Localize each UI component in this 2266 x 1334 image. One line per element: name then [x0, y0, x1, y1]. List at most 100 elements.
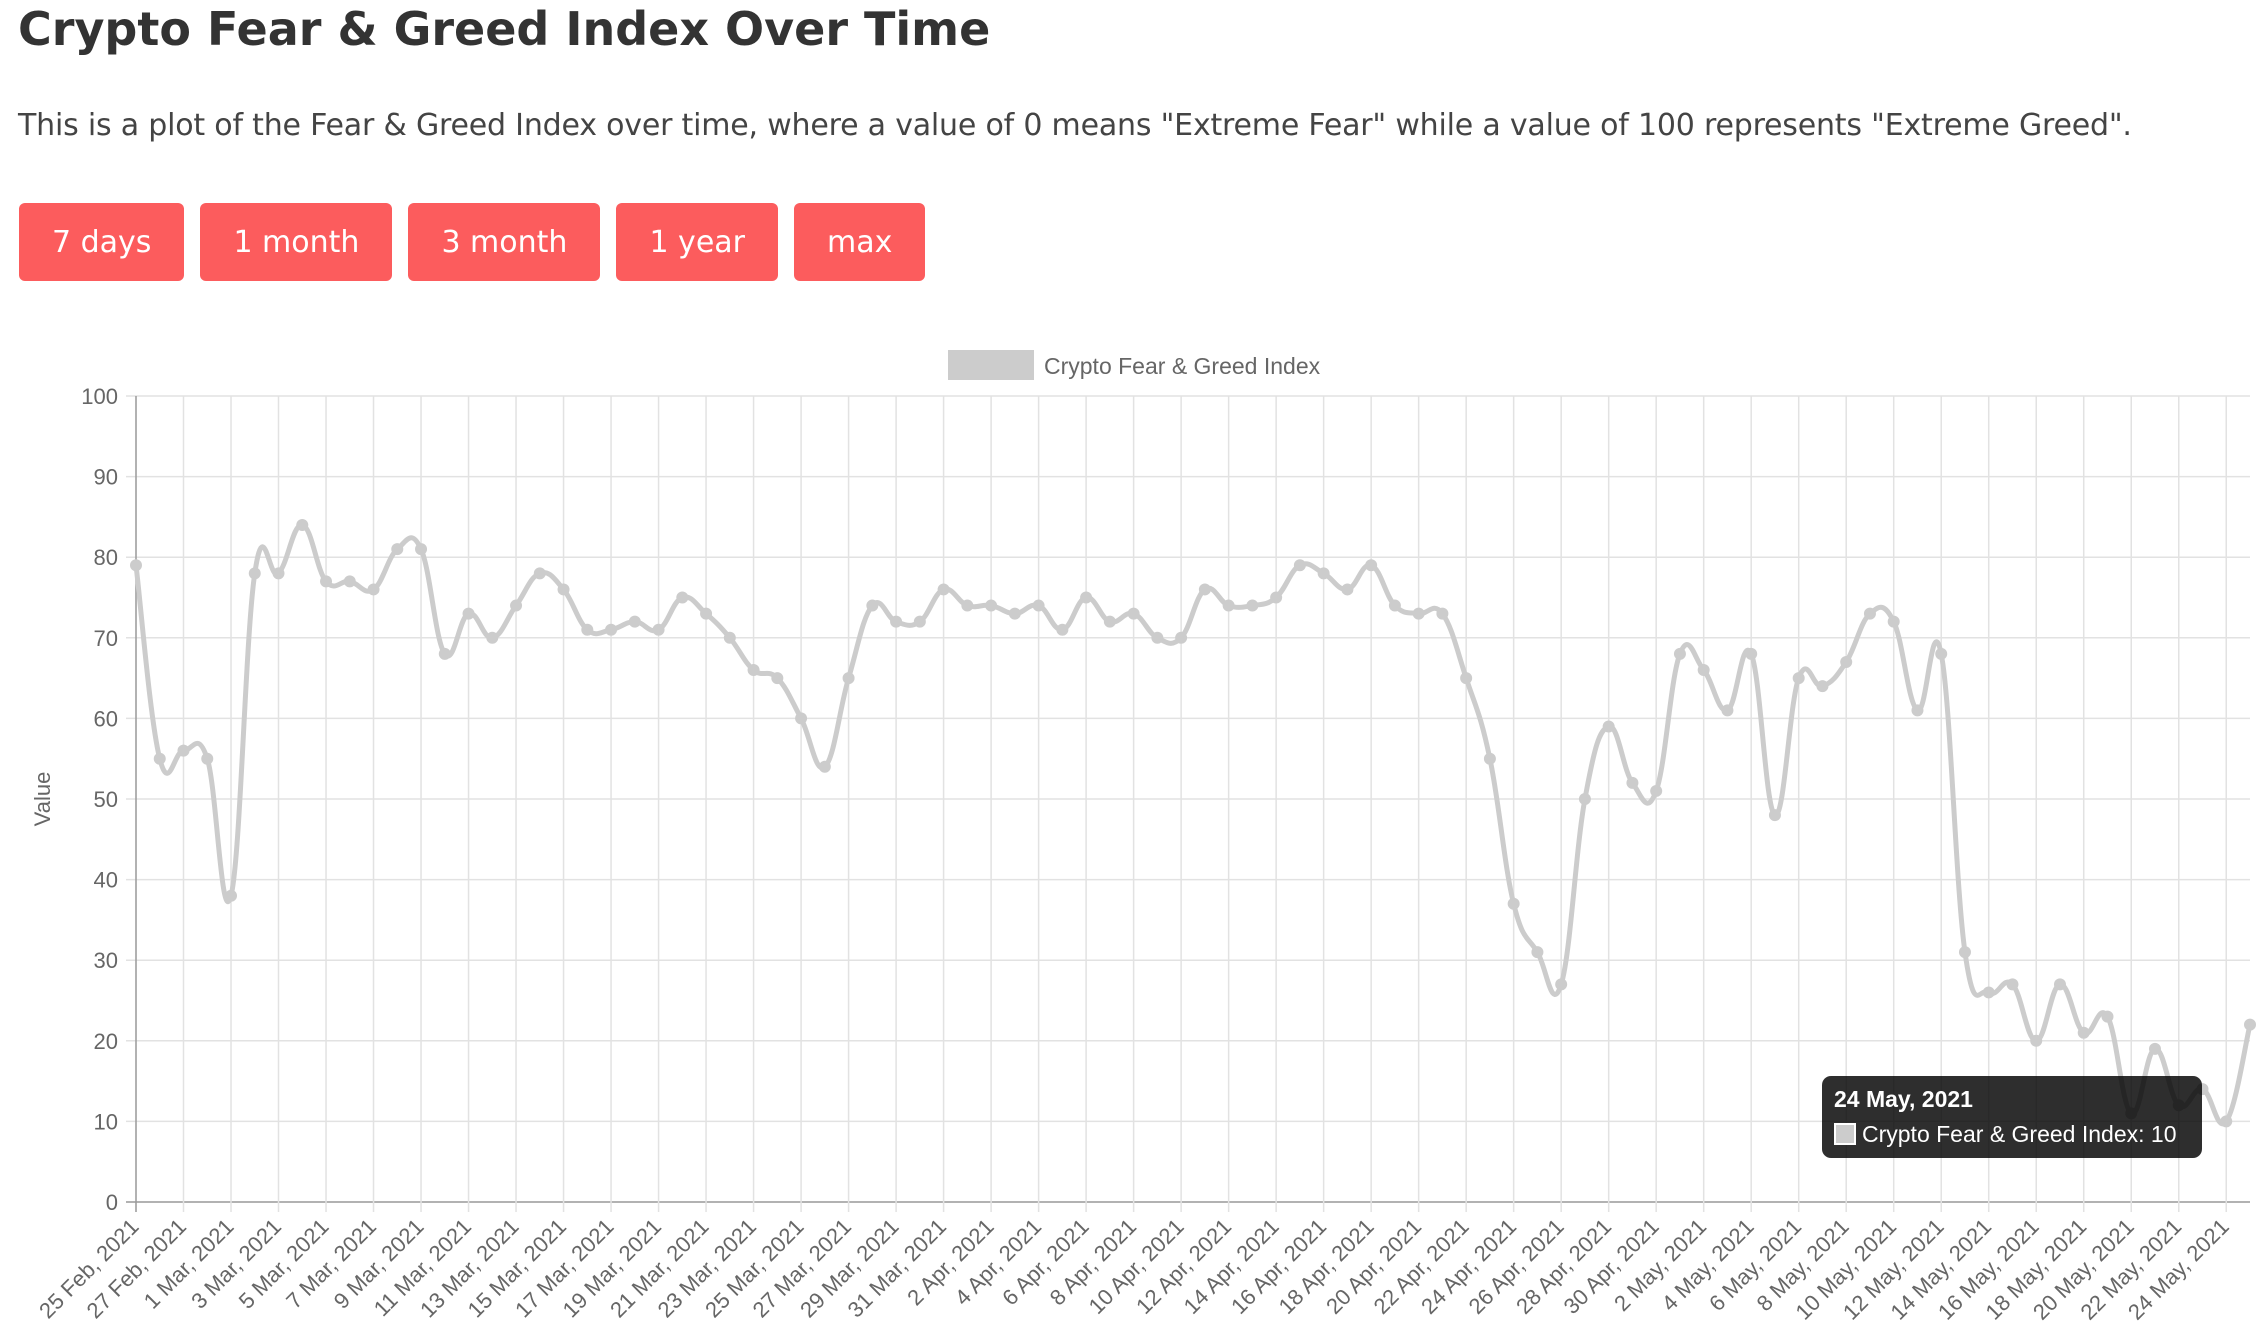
data-point[interactable] — [1650, 784, 1663, 797]
data-point[interactable] — [1103, 615, 1116, 628]
data-point[interactable] — [177, 744, 190, 757]
data-point[interactable] — [438, 647, 451, 660]
data-point[interactable] — [1388, 599, 1401, 612]
data-point[interactable] — [605, 623, 618, 636]
data-point[interactable] — [1270, 591, 1283, 604]
data-point[interactable] — [296, 518, 309, 531]
data-point[interactable] — [866, 599, 879, 612]
range-3-month-button[interactable]: 3 month — [408, 203, 601, 281]
data-point[interactable] — [130, 559, 142, 572]
range-7-days-button[interactable]: 7 days — [19, 203, 185, 281]
data-point[interactable] — [1768, 809, 1781, 822]
data-point[interactable] — [225, 889, 238, 902]
data-point[interactable] — [1032, 599, 1045, 612]
data-point[interactable] — [248, 567, 261, 580]
data-point[interactable] — [1840, 655, 1853, 668]
data-point[interactable] — [1887, 615, 1900, 628]
data-point[interactable] — [2053, 978, 2066, 991]
data-point[interactable] — [1555, 978, 1568, 991]
data-point[interactable] — [1151, 631, 1164, 644]
data-point[interactable] — [320, 575, 333, 588]
data-point[interactable] — [1958, 946, 1971, 959]
data-point[interactable] — [415, 543, 428, 556]
tooltip-date: 24 May, 2021 — [1834, 1086, 1973, 1112]
data-point[interactable] — [272, 567, 285, 580]
data-point[interactable] — [985, 599, 998, 612]
data-point[interactable] — [818, 760, 831, 773]
data-point[interactable] — [1056, 623, 1069, 636]
y-tick-label: 60 — [94, 706, 118, 731]
data-point[interactable] — [890, 615, 903, 628]
data-point[interactable] — [1816, 680, 1829, 693]
range-1-year-button[interactable]: 1 year — [616, 203, 778, 281]
data-point[interactable] — [1341, 583, 1354, 596]
y-axis-title: Value — [30, 772, 55, 827]
data-point[interactable] — [1578, 793, 1591, 805]
legend-label[interactable]: Crypto Fear & Greed Index — [1044, 353, 1321, 379]
page-title: Crypto Fear & Greed Index Over Time — [18, 2, 991, 56]
data-point[interactable] — [1412, 607, 1425, 620]
tooltip-color-swatch — [1834, 1123, 1856, 1145]
range-1-month-button[interactable]: 1 month — [200, 203, 393, 281]
data-point[interactable] — [391, 543, 404, 556]
data-point[interactable] — [628, 615, 641, 628]
data-point[interactable] — [723, 631, 736, 644]
data-point[interactable] — [2220, 1115, 2233, 1128]
data-point[interactable] — [1483, 752, 1496, 765]
y-tick-label: 100 — [81, 384, 118, 409]
data-point[interactable] — [1745, 647, 1758, 660]
data-point[interactable] — [2006, 978, 2019, 991]
data-point[interactable] — [1365, 559, 1378, 572]
data-point[interactable] — [1507, 897, 1520, 910]
data-point[interactable] — [1531, 946, 1544, 959]
data-point[interactable] — [1080, 591, 1093, 604]
data-point[interactable] — [913, 615, 926, 628]
data-point[interactable] — [795, 712, 808, 725]
chart-legend[interactable]: Crypto Fear & Greed Index — [948, 350, 1321, 380]
data-point[interactable] — [842, 672, 855, 685]
data-point[interactable] — [1626, 776, 1639, 789]
data-point[interactable] — [1198, 583, 1211, 596]
data-point[interactable] — [1008, 607, 1021, 620]
data-point[interactable] — [961, 599, 974, 612]
data-point[interactable] — [201, 752, 214, 765]
data-point[interactable] — [557, 583, 570, 596]
data-point[interactable] — [747, 664, 760, 677]
data-point[interactable] — [1246, 599, 1259, 612]
data-point[interactable] — [510, 599, 523, 612]
data-point[interactable] — [2101, 1010, 2114, 1023]
data-point[interactable] — [2244, 1018, 2256, 1031]
range-max-button[interactable]: max — [794, 203, 926, 281]
data-point[interactable] — [462, 607, 475, 620]
data-point[interactable] — [937, 583, 950, 596]
data-point[interactable] — [652, 623, 665, 636]
data-point[interactable] — [2030, 1034, 2043, 1047]
data-point[interactable] — [2148, 1042, 2161, 1055]
data-point[interactable] — [771, 672, 784, 685]
data-point[interactable] — [1460, 672, 1473, 685]
data-point[interactable] — [700, 607, 713, 620]
data-point[interactable] — [581, 623, 594, 636]
data-point[interactable] — [486, 631, 499, 644]
data-point[interactable] — [1222, 599, 1235, 612]
data-point[interactable] — [1982, 986, 1995, 999]
data-point[interactable] — [1721, 704, 1734, 717]
data-point[interactable] — [1436, 607, 1449, 620]
data-point[interactable] — [1293, 559, 1306, 572]
data-point[interactable] — [533, 567, 546, 580]
data-point[interactable] — [367, 583, 380, 596]
data-point[interactable] — [676, 591, 689, 604]
data-point[interactable] — [1127, 607, 1140, 620]
data-point[interactable] — [2077, 1026, 2090, 1039]
data-point[interactable] — [1673, 647, 1686, 660]
data-point[interactable] — [1792, 672, 1805, 685]
data-point[interactable] — [1175, 631, 1188, 644]
data-point[interactable] — [153, 752, 166, 765]
data-point[interactable] — [1863, 607, 1876, 620]
data-point[interactable] — [343, 575, 356, 588]
data-point[interactable] — [1697, 664, 1710, 677]
data-point[interactable] — [1935, 647, 1948, 660]
data-point[interactable] — [1602, 720, 1615, 733]
data-point[interactable] — [1911, 704, 1924, 717]
data-point[interactable] — [1317, 567, 1330, 580]
